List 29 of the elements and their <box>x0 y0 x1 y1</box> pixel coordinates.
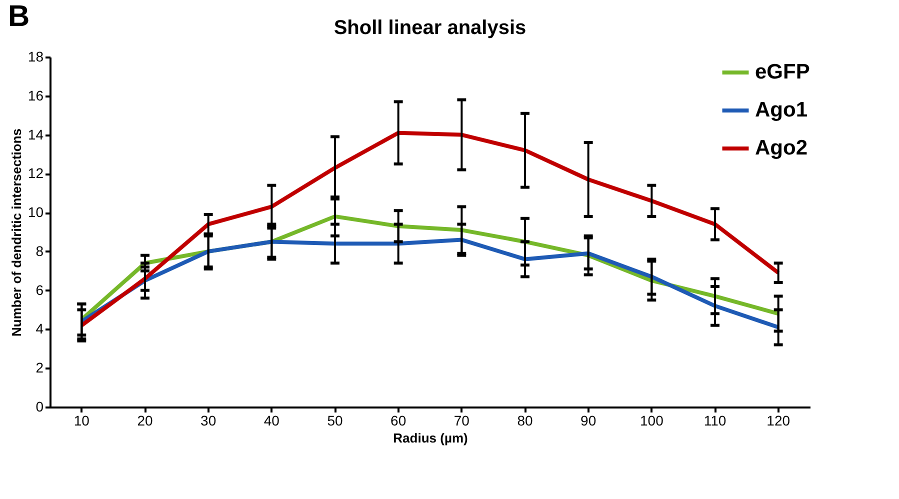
y-axis-title: Number of dendritic intersections <box>8 128 24 337</box>
y-tick-label: 8 <box>36 242 44 259</box>
y-tick-label: 12 <box>28 165 44 182</box>
legend-label: eGFP <box>755 60 810 84</box>
chart-title: Sholl linear analysis <box>334 17 526 39</box>
legend-label: Ago2 <box>755 136 808 160</box>
x-tick-label: 50 <box>327 412 343 428</box>
x-tick-label: 120 <box>766 412 790 428</box>
x-tick-label: 90 <box>580 412 596 428</box>
x-tick-label: 40 <box>264 412 280 428</box>
x-tick-label: 70 <box>454 412 470 428</box>
y-tick-label: 16 <box>28 87 44 104</box>
x-tick-label: 20 <box>137 412 153 428</box>
x-axis-title: Radius (µm) <box>393 430 468 446</box>
x-tick-label: 100 <box>640 412 664 428</box>
x-tick-label: 80 <box>517 412 533 428</box>
text: B <box>8 0 30 34</box>
y-tick-label: 6 <box>36 282 44 298</box>
y-tick-label: 0 <box>36 398 44 414</box>
y-tick-label: 18 <box>28 48 44 64</box>
x-tick-label: 110 <box>704 412 726 428</box>
y-tick-label: 2 <box>36 360 44 376</box>
y-tick-label: 10 <box>28 204 44 220</box>
x-tick-label: 30 <box>200 412 216 428</box>
y-tick-label: 14 <box>28 126 44 142</box>
x-tick-label: 60 <box>390 412 406 428</box>
x-tick-label: 10 <box>74 412 90 428</box>
legend-label: Ago1 <box>755 98 808 122</box>
y-tick-label: 4 <box>36 320 44 337</box>
